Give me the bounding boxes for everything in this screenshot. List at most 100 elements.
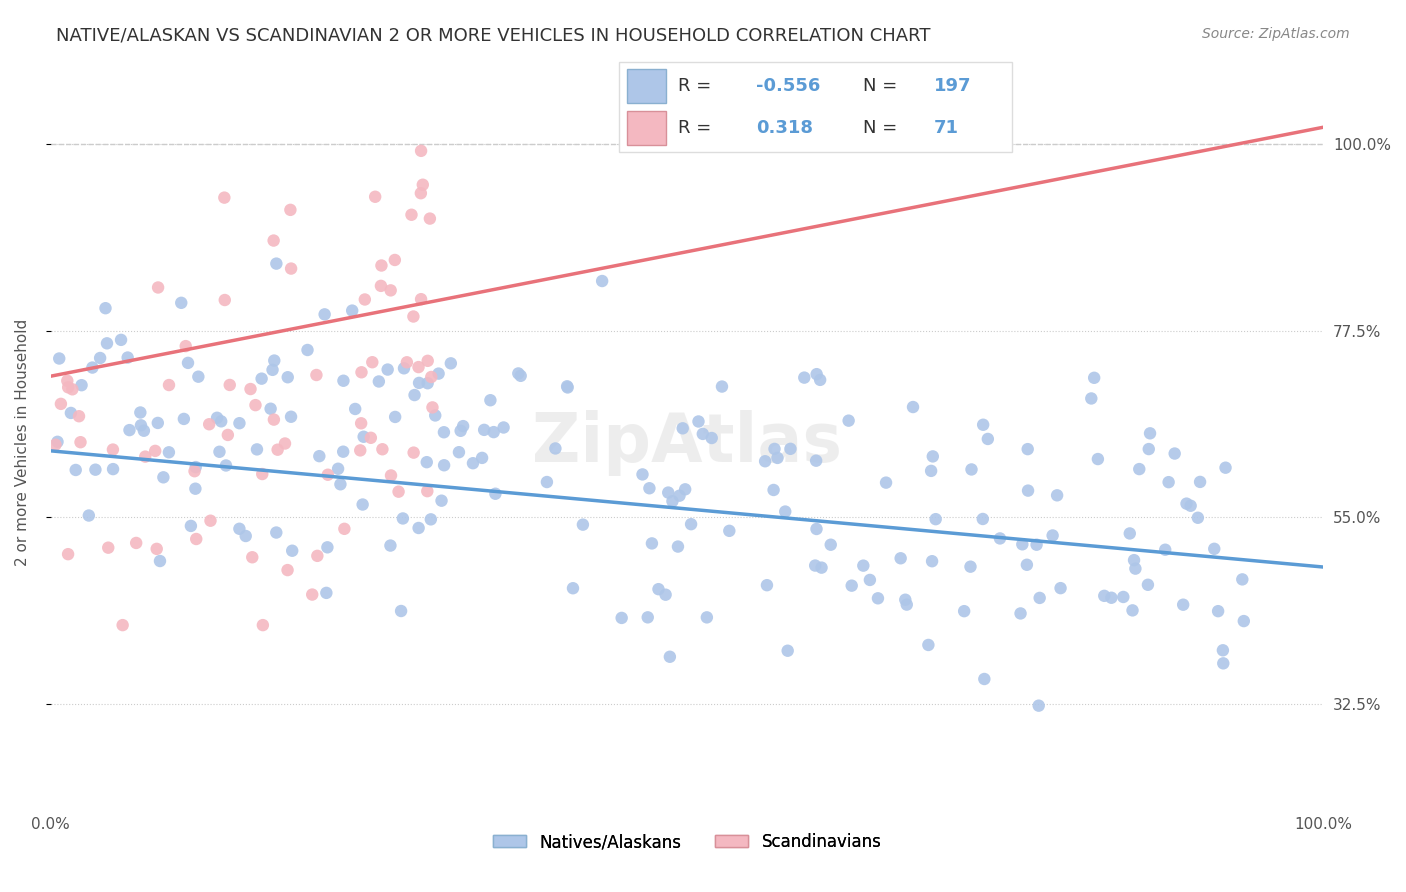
- Point: [471, 450, 494, 465]
- Point: [143, 443, 166, 458]
- Point: [146, 416, 169, 430]
- Point: [352, 498, 374, 512]
- Point: [1087, 452, 1109, 467]
- Point: [591, 274, 613, 288]
- Point: [544, 442, 567, 456]
- Point: [380, 468, 402, 483]
- Point: [416, 376, 439, 391]
- Point: [482, 425, 505, 439]
- Point: [44, 438, 66, 452]
- Point: [901, 400, 924, 414]
- Point: [332, 444, 354, 458]
- Point: [218, 378, 240, 392]
- Point: [451, 419, 474, 434]
- Point: [214, 293, 236, 307]
- Point: [263, 412, 285, 426]
- Point: [1015, 558, 1038, 572]
- Text: R =: R =: [678, 77, 717, 95]
- Point: [917, 638, 939, 652]
- Point: [890, 551, 912, 566]
- Point: [668, 489, 690, 503]
- Point: [377, 362, 399, 376]
- Point: [235, 529, 257, 543]
- Point: [266, 442, 288, 457]
- Point: [1189, 475, 1212, 489]
- Point: [395, 355, 418, 369]
- Text: ZipAtlas: ZipAtlas: [531, 409, 842, 475]
- Point: [654, 588, 676, 602]
- Point: [316, 541, 339, 555]
- Point: [301, 588, 323, 602]
- Point: [180, 519, 202, 533]
- Point: [401, 208, 423, 222]
- Point: [762, 483, 785, 497]
- Point: [56, 547, 79, 561]
- Point: [370, 259, 392, 273]
- Point: [804, 453, 827, 467]
- Point: [205, 410, 228, 425]
- Point: [810, 560, 832, 574]
- Point: [146, 280, 169, 294]
- Point: [1128, 462, 1150, 476]
- Point: [661, 494, 683, 508]
- Point: [353, 293, 375, 307]
- Point: [1157, 475, 1180, 490]
- Point: [433, 425, 456, 440]
- Point: [1175, 497, 1198, 511]
- Point: [262, 363, 284, 377]
- Point: [101, 462, 124, 476]
- Point: [896, 598, 918, 612]
- Point: [688, 415, 710, 429]
- Point: [84, 463, 107, 477]
- Point: [361, 355, 384, 369]
- Point: [479, 393, 502, 408]
- Text: N =: N =: [863, 119, 903, 136]
- Point: [384, 252, 406, 267]
- Point: [408, 376, 430, 390]
- Text: NATIVE/ALASKAN VS SCANDINAVIAN 2 OR MORE VEHICLES IN HOUSEHOLD CORRELATION CHART: NATIVE/ALASKAN VS SCANDINAVIAN 2 OR MORE…: [56, 27, 931, 45]
- Point: [1212, 643, 1234, 657]
- Point: [350, 365, 373, 379]
- Point: [200, 514, 222, 528]
- Point: [152, 470, 174, 484]
- Point: [1232, 573, 1254, 587]
- Point: [416, 354, 439, 368]
- Point: [277, 563, 299, 577]
- Point: [658, 649, 681, 664]
- Point: [610, 611, 633, 625]
- Point: [89, 351, 111, 365]
- Point: [246, 442, 269, 457]
- Bar: [627, 69, 666, 103]
- Point: [1137, 442, 1160, 456]
- Point: [208, 444, 231, 458]
- Point: [988, 532, 1011, 546]
- Point: [326, 462, 349, 476]
- Point: [215, 458, 238, 473]
- Point: [1187, 510, 1209, 524]
- Point: [111, 618, 134, 632]
- FancyBboxPatch shape: [619, 62, 1012, 152]
- Point: [280, 202, 302, 217]
- Point: [266, 257, 288, 271]
- Point: [344, 401, 367, 416]
- Point: [920, 464, 942, 478]
- Point: [641, 536, 664, 550]
- Point: [1042, 528, 1064, 542]
- Point: [263, 234, 285, 248]
- Point: [1233, 614, 1256, 628]
- Point: [696, 610, 718, 624]
- Point: [259, 401, 281, 416]
- Point: [252, 467, 274, 481]
- Point: [1028, 698, 1050, 713]
- Point: [101, 442, 124, 457]
- Point: [875, 475, 897, 490]
- Point: [370, 278, 392, 293]
- Point: [866, 591, 889, 606]
- Point: [1011, 537, 1033, 551]
- Point: [1215, 460, 1237, 475]
- Point: [631, 467, 654, 482]
- Point: [766, 450, 789, 465]
- Point: [1083, 371, 1105, 385]
- Point: [1046, 488, 1069, 502]
- Point: [1163, 446, 1185, 460]
